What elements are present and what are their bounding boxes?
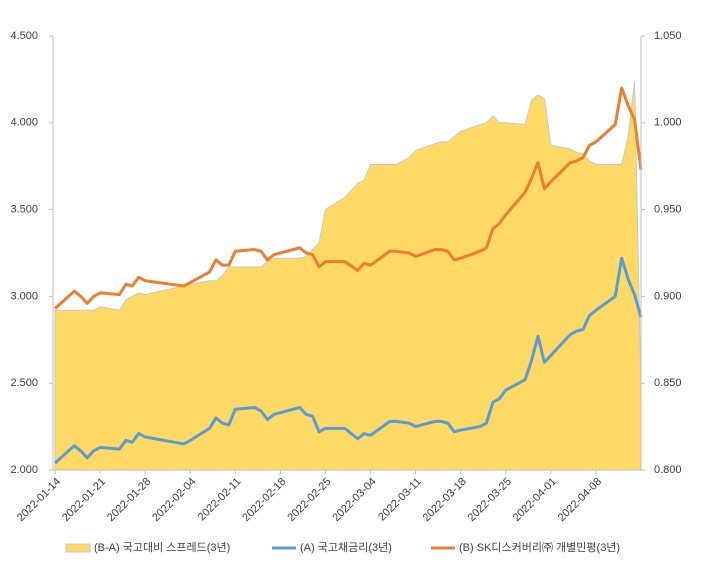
legend-swatch — [65, 543, 91, 553]
x-tick-label: 2022-04-01 — [511, 476, 559, 524]
x-tick-label: 2022-02-04 — [150, 476, 198, 524]
x-tick-label: 2022-03-25 — [466, 476, 514, 524]
x-tick-label: 2022-02-18 — [240, 476, 288, 524]
y-tick-label: 4.500 — [10, 30, 38, 42]
y-tick-label: 2.000 — [10, 464, 38, 476]
legend-item: (B-A) 국고대비 스프레드(3년) — [65, 541, 230, 554]
y-tick-label: 4.000 — [10, 117, 38, 129]
y2-tick-label: 1.050 — [654, 30, 682, 42]
y-tick-label: 2.500 — [10, 377, 38, 389]
x-tick-label: 2022-02-25 — [285, 476, 333, 524]
legend-item: (B) SK디스커버리㈜ 개별민평(3년) — [431, 541, 620, 554]
y2-tick-label: 0.850 — [654, 377, 682, 389]
y-tick-label: 3.500 — [10, 204, 38, 216]
legend-label: (B-A) 국고대비 스프레드(3년) — [94, 541, 230, 554]
x-tick-label: 2022-01-14 — [15, 476, 63, 524]
y2-tick-label: 0.900 — [654, 290, 682, 302]
x-tick-label: 2022-03-18 — [421, 476, 469, 524]
line — [53, 86, 643, 310]
y2-tick-label: 1.000 — [654, 117, 682, 129]
line — [53, 256, 643, 465]
x-tick-label: 2022-02-11 — [196, 476, 244, 524]
y2-tick-label: 0.950 — [654, 204, 682, 216]
legend-item: (A) 국고채금리(3년) — [272, 541, 392, 554]
area — [54, 81, 642, 471]
legend-label: (A) 국고채금리(3년) — [300, 541, 392, 554]
y-tick-label: 3.000 — [10, 290, 38, 302]
x-tick-label: 2022-03-04 — [330, 476, 378, 524]
y2-tick-label: 0.800 — [654, 464, 682, 476]
x-tick-label: 2022-03-11 — [376, 476, 424, 524]
x-tick-label: 2022-01-28 — [105, 476, 153, 524]
x-tick-label: 2022-01-21 — [60, 476, 108, 524]
x-tick-label: 2022-04-08 — [556, 476, 604, 524]
legend-label: (B) SK디스커버리㈜ 개별민평(3년) — [459, 541, 620, 554]
